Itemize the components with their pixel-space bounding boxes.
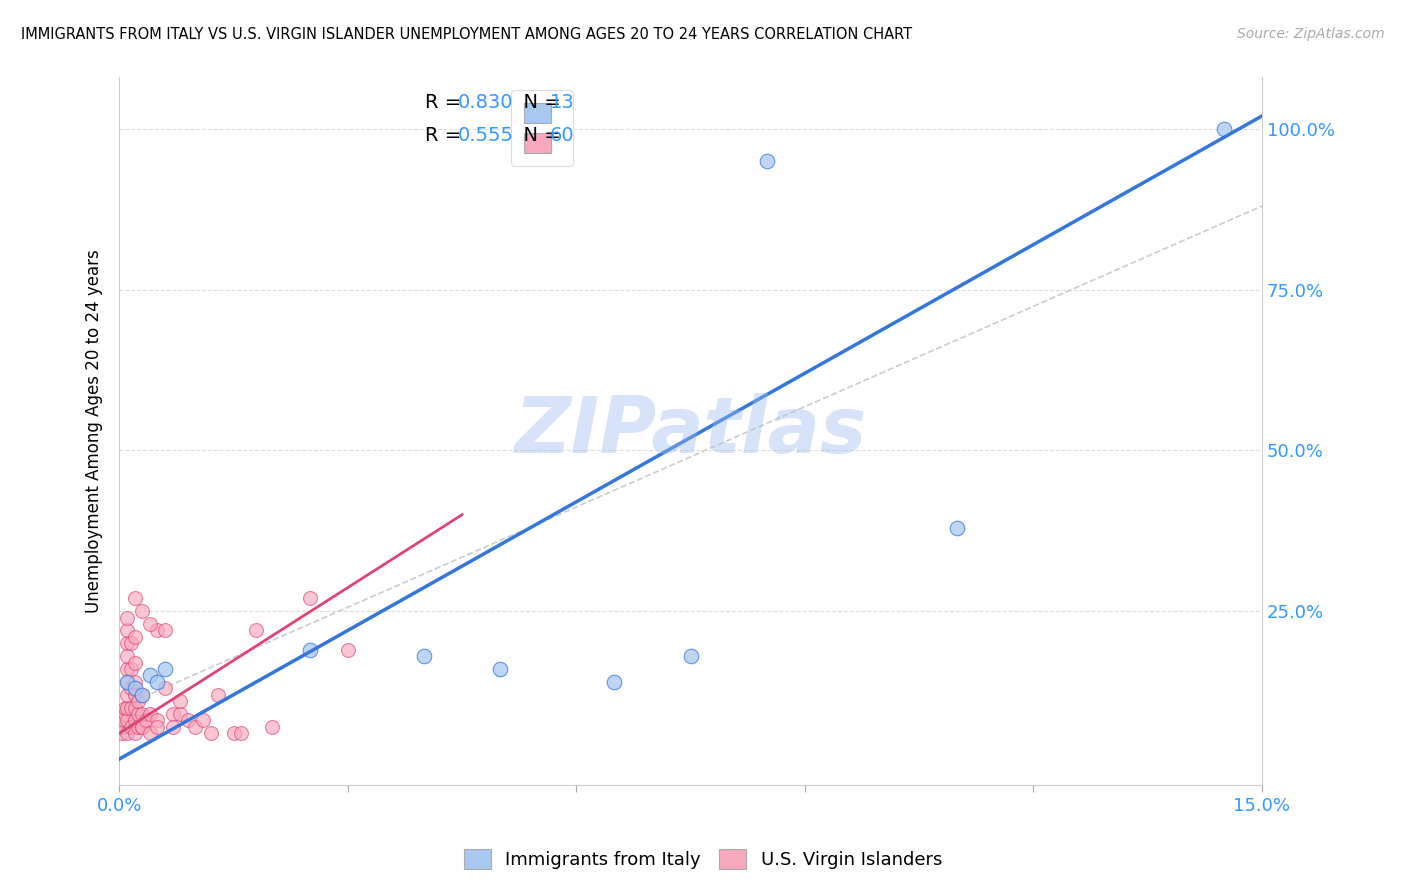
Point	[169, 706, 191, 721]
Point	[124, 714, 146, 728]
Point	[115, 726, 138, 740]
Text: ZIPatlas: ZIPatlas	[515, 393, 866, 469]
Point	[184, 720, 207, 734]
Point	[162, 720, 184, 734]
Point	[222, 726, 245, 740]
Y-axis label: Unemployment Among Ages 20 to 24 years: Unemployment Among Ages 20 to 24 years	[86, 249, 103, 613]
Point	[298, 642, 321, 657]
Point	[124, 674, 146, 689]
Point	[115, 649, 138, 664]
Point	[120, 700, 142, 714]
Point	[336, 642, 359, 657]
Point	[207, 688, 229, 702]
Text: N =: N =	[512, 93, 567, 112]
Point	[139, 726, 162, 740]
Point	[146, 720, 169, 734]
Text: N =: N =	[512, 127, 567, 145]
Text: 0.830: 0.830	[457, 93, 513, 112]
Point	[120, 662, 142, 676]
Point	[114, 700, 136, 714]
Point	[153, 624, 176, 638]
Point	[131, 706, 153, 721]
Point	[946, 520, 969, 534]
Point	[489, 662, 512, 676]
Point	[124, 656, 146, 670]
Point	[755, 154, 778, 169]
Point	[153, 662, 176, 676]
Point	[169, 694, 191, 708]
Point	[115, 714, 138, 728]
Point	[146, 624, 169, 638]
Point	[115, 624, 138, 638]
Point	[120, 681, 142, 696]
Point	[124, 630, 146, 644]
Point	[115, 688, 138, 702]
Point	[603, 674, 626, 689]
Point	[127, 706, 149, 721]
Point	[162, 706, 184, 721]
Point	[124, 700, 146, 714]
Point	[115, 636, 138, 650]
Text: 13: 13	[550, 93, 575, 112]
Point	[139, 617, 162, 632]
Point	[177, 714, 200, 728]
Point	[298, 591, 321, 606]
Point	[131, 720, 153, 734]
Point	[139, 706, 162, 721]
Point	[191, 714, 214, 728]
Legend: Immigrants from Italy, U.S. Virgin Islanders: Immigrants from Italy, U.S. Virgin Islan…	[456, 839, 950, 879]
Point	[131, 720, 153, 734]
Point	[245, 624, 267, 638]
Text: 0.555: 0.555	[457, 127, 513, 145]
Point	[131, 604, 153, 618]
Point	[124, 688, 146, 702]
Point	[131, 688, 153, 702]
Point	[115, 662, 138, 676]
Legend: , : ,	[512, 90, 572, 166]
Point	[114, 706, 136, 721]
Text: IMMIGRANTS FROM ITALY VS U.S. VIRGIN ISLANDER UNEMPLOYMENT AMONG AGES 20 TO 24 Y: IMMIGRANTS FROM ITALY VS U.S. VIRGIN ISL…	[21, 27, 912, 42]
Point	[231, 726, 253, 740]
Text: 60: 60	[550, 127, 575, 145]
Point	[120, 720, 142, 734]
Point	[200, 726, 222, 740]
Point	[124, 681, 146, 696]
Point	[110, 726, 132, 740]
Point	[146, 714, 169, 728]
Point	[120, 636, 142, 650]
Point	[153, 681, 176, 696]
Point	[115, 674, 138, 689]
Text: Source: ZipAtlas.com: Source: ZipAtlas.com	[1237, 27, 1385, 41]
Point	[124, 726, 146, 740]
Point	[115, 700, 138, 714]
Point	[146, 674, 169, 689]
Text: R =: R =	[426, 93, 468, 112]
Point	[112, 720, 135, 734]
Point	[260, 720, 283, 734]
Point	[135, 714, 157, 728]
Text: R =: R =	[426, 127, 468, 145]
Point	[139, 668, 162, 682]
Point	[679, 649, 702, 664]
Point	[112, 714, 135, 728]
Point	[115, 610, 138, 624]
Point	[1212, 121, 1234, 136]
Point	[131, 688, 153, 702]
Point	[127, 694, 149, 708]
Point	[115, 674, 138, 689]
Point	[413, 649, 436, 664]
Point	[124, 591, 146, 606]
Point	[127, 720, 149, 734]
